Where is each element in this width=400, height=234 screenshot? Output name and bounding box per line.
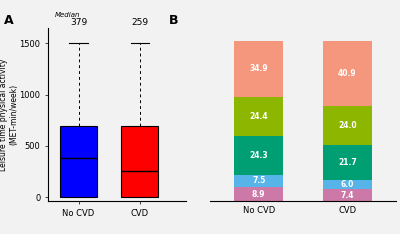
Text: 24.3: 24.3 [250,151,268,160]
Bar [60,126,97,197]
Text: 34.9: 34.9 [250,64,268,73]
Bar [323,145,372,180]
Text: 24.0: 24.0 [338,121,357,130]
Text: 7.4: 7.4 [340,191,354,200]
Bar [122,126,158,197]
Bar [234,187,283,201]
Text: 24.4: 24.4 [250,112,268,121]
Text: 21.7: 21.7 [338,158,357,167]
Bar [323,41,372,106]
Text: 379: 379 [70,18,87,27]
Bar [234,136,283,175]
Text: 8.9: 8.9 [252,190,266,199]
Bar [323,189,372,201]
Bar [234,97,283,136]
Text: 40.9: 40.9 [338,69,357,78]
Y-axis label: Leisure time physical activity
(MET-min/week): Leisure time physical activity (MET-min/… [0,58,18,171]
Text: Median: Median [55,12,80,18]
Text: 259: 259 [131,18,148,27]
Bar [234,175,283,187]
Bar [234,41,283,97]
Text: 6.0: 6.0 [341,180,354,189]
Bar [323,180,372,189]
Text: B: B [169,14,179,27]
Text: 7.5: 7.5 [252,176,266,186]
Text: A: A [4,14,14,27]
Bar [323,106,372,145]
